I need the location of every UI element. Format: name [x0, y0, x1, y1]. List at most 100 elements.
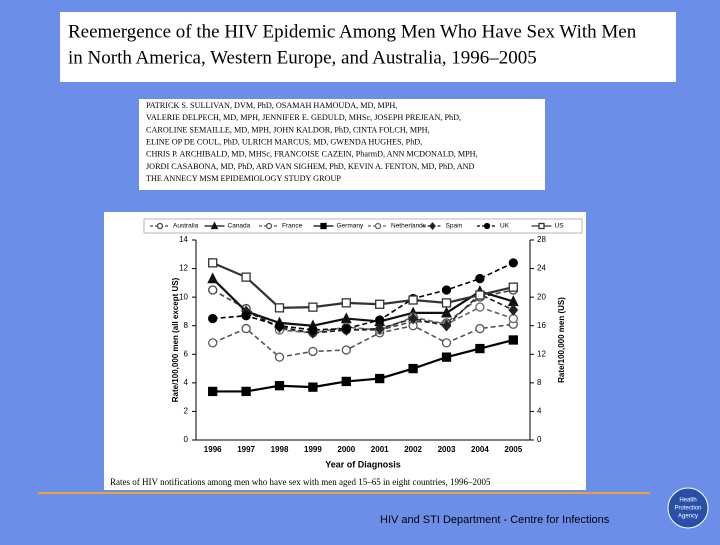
- data-point: [341, 376, 351, 387]
- y2-tick-label: 28: [537, 235, 546, 244]
- series-line: [212, 323, 514, 358]
- y-tick-label: 10: [179, 292, 188, 301]
- title-line: Reemergence of the HIV Epidemic Among Me…: [68, 21, 637, 42]
- y-tick-label: 4: [184, 378, 189, 387]
- data-point: [508, 282, 518, 292]
- author-line: VALERIE DELPECH, MD, MPH, JENNIFER E. GE…: [146, 113, 461, 122]
- data-point: [475, 323, 485, 334]
- series-line: [279, 306, 514, 334]
- data-point: [475, 273, 485, 284]
- data-point: [441, 285, 452, 295]
- y-tick-label: 12: [179, 264, 188, 273]
- legend-label: UK: [500, 223, 510, 230]
- data-point: [241, 323, 251, 334]
- author-line: CHRIS P. ARCHIBALD, MD, MHSc, FRANCOISE …: [146, 150, 478, 159]
- data-point: [341, 298, 351, 308]
- y2-tick-label: 20: [537, 292, 546, 301]
- y2-tick-label: 0: [537, 435, 542, 444]
- series-line: [212, 261, 514, 309]
- x-tick-label: 2002: [404, 445, 422, 454]
- x-tick-label: 1997: [237, 445, 255, 454]
- data-point: [308, 346, 318, 357]
- series-line: [212, 338, 514, 393]
- x-tick-label: 2005: [504, 445, 522, 454]
- x-tick-label: 2003: [438, 445, 456, 454]
- y-tick-label: 0: [184, 435, 189, 444]
- data-point: [207, 272, 219, 284]
- data-point: [441, 306, 452, 318]
- y-tick-label: 6: [184, 349, 189, 358]
- data-point: [475, 290, 485, 300]
- data-point: [241, 311, 251, 321]
- data-point: [274, 352, 285, 362]
- legend-marker: [320, 222, 327, 230]
- title-box: [60, 12, 676, 82]
- x-tick-label: 1998: [271, 445, 289, 454]
- legend-marker: [483, 222, 491, 230]
- data-point: [274, 381, 285, 391]
- data-point: [475, 343, 485, 354]
- data-point: [208, 386, 218, 397]
- data-point: [508, 304, 519, 316]
- legend-label: Netherlands: [391, 223, 427, 230]
- x-tick-label: 2001: [371, 445, 389, 454]
- authors-box: [139, 99, 545, 190]
- data-point: [441, 338, 452, 348]
- data-point: [441, 352, 452, 362]
- y-tick-label: 8: [184, 321, 189, 330]
- data-point: [208, 285, 218, 295]
- y2-tick-label: 12: [537, 349, 546, 358]
- y-axis-label: Rate/100,000 men (all except US): [171, 277, 180, 402]
- y2-axis-label: Rate/100,000 men (US): [557, 297, 566, 383]
- legend-marker: [374, 222, 382, 230]
- y-tick-label: 2: [184, 407, 189, 416]
- data-point: [475, 302, 485, 312]
- data-point: [208, 258, 218, 268]
- data-point: [308, 325, 318, 335]
- legend: [143, 218, 583, 234]
- legend-marker: [265, 222, 273, 230]
- legend-label: Germany: [337, 223, 364, 230]
- legend-marker: [429, 221, 436, 231]
- data-point: [308, 382, 318, 392]
- data-point: [341, 323, 351, 334]
- data-point: [441, 319, 452, 332]
- data-point: [241, 272, 251, 282]
- y2-tick-label: 4: [537, 407, 542, 416]
- title-line: in North America, Western Europe, and Au…: [68, 47, 537, 68]
- legend-marker: [210, 221, 219, 230]
- data-point: [241, 386, 251, 397]
- legend-marker: [538, 222, 545, 230]
- data-point: [408, 295, 418, 305]
- y-tick-label: 14: [179, 235, 188, 244]
- data-point: [408, 312, 418, 325]
- series-line: [212, 262, 514, 331]
- author-line: ELINE OP DE COUL, PhD, ULRICH MARCUS, MD…: [146, 137, 422, 146]
- y2-tick-label: 24: [537, 264, 546, 273]
- data-point: [375, 373, 385, 384]
- data-point: [274, 321, 285, 331]
- logo-text: Protection: [674, 506, 701, 512]
- footer: HIV and STI Department - Centre for Infe…: [380, 514, 610, 526]
- data-point: [508, 258, 518, 268]
- data-point: [375, 315, 385, 325]
- legend-label: US: [555, 223, 565, 230]
- data-point: [341, 345, 351, 355]
- y2-tick-label: 16: [537, 321, 546, 330]
- series-line: [211, 277, 514, 327]
- authors: PATRICK S. SULLIVAN, DVM, PhD, OSAMAH HA…: [146, 101, 478, 183]
- author-line: JORDI CASABONA, MD, PhD, ARD VAN SIGHEM,…: [146, 162, 475, 171]
- author-line: THE ANNECY MSM EPIDEMIOLOGY STUDY GROUP: [146, 174, 341, 183]
- data-point: [408, 363, 418, 374]
- legend-marker: [156, 222, 164, 230]
- x-tick-label: 2004: [471, 445, 489, 454]
- data-point: [308, 302, 318, 312]
- data-point: [375, 299, 385, 309]
- data-point: [374, 322, 385, 335]
- x-axis-label: Year of Diagnosis: [325, 459, 401, 469]
- legend-label: Australia: [173, 223, 199, 230]
- legend-label: Spain: [446, 223, 463, 230]
- legend-label: France: [282, 223, 303, 230]
